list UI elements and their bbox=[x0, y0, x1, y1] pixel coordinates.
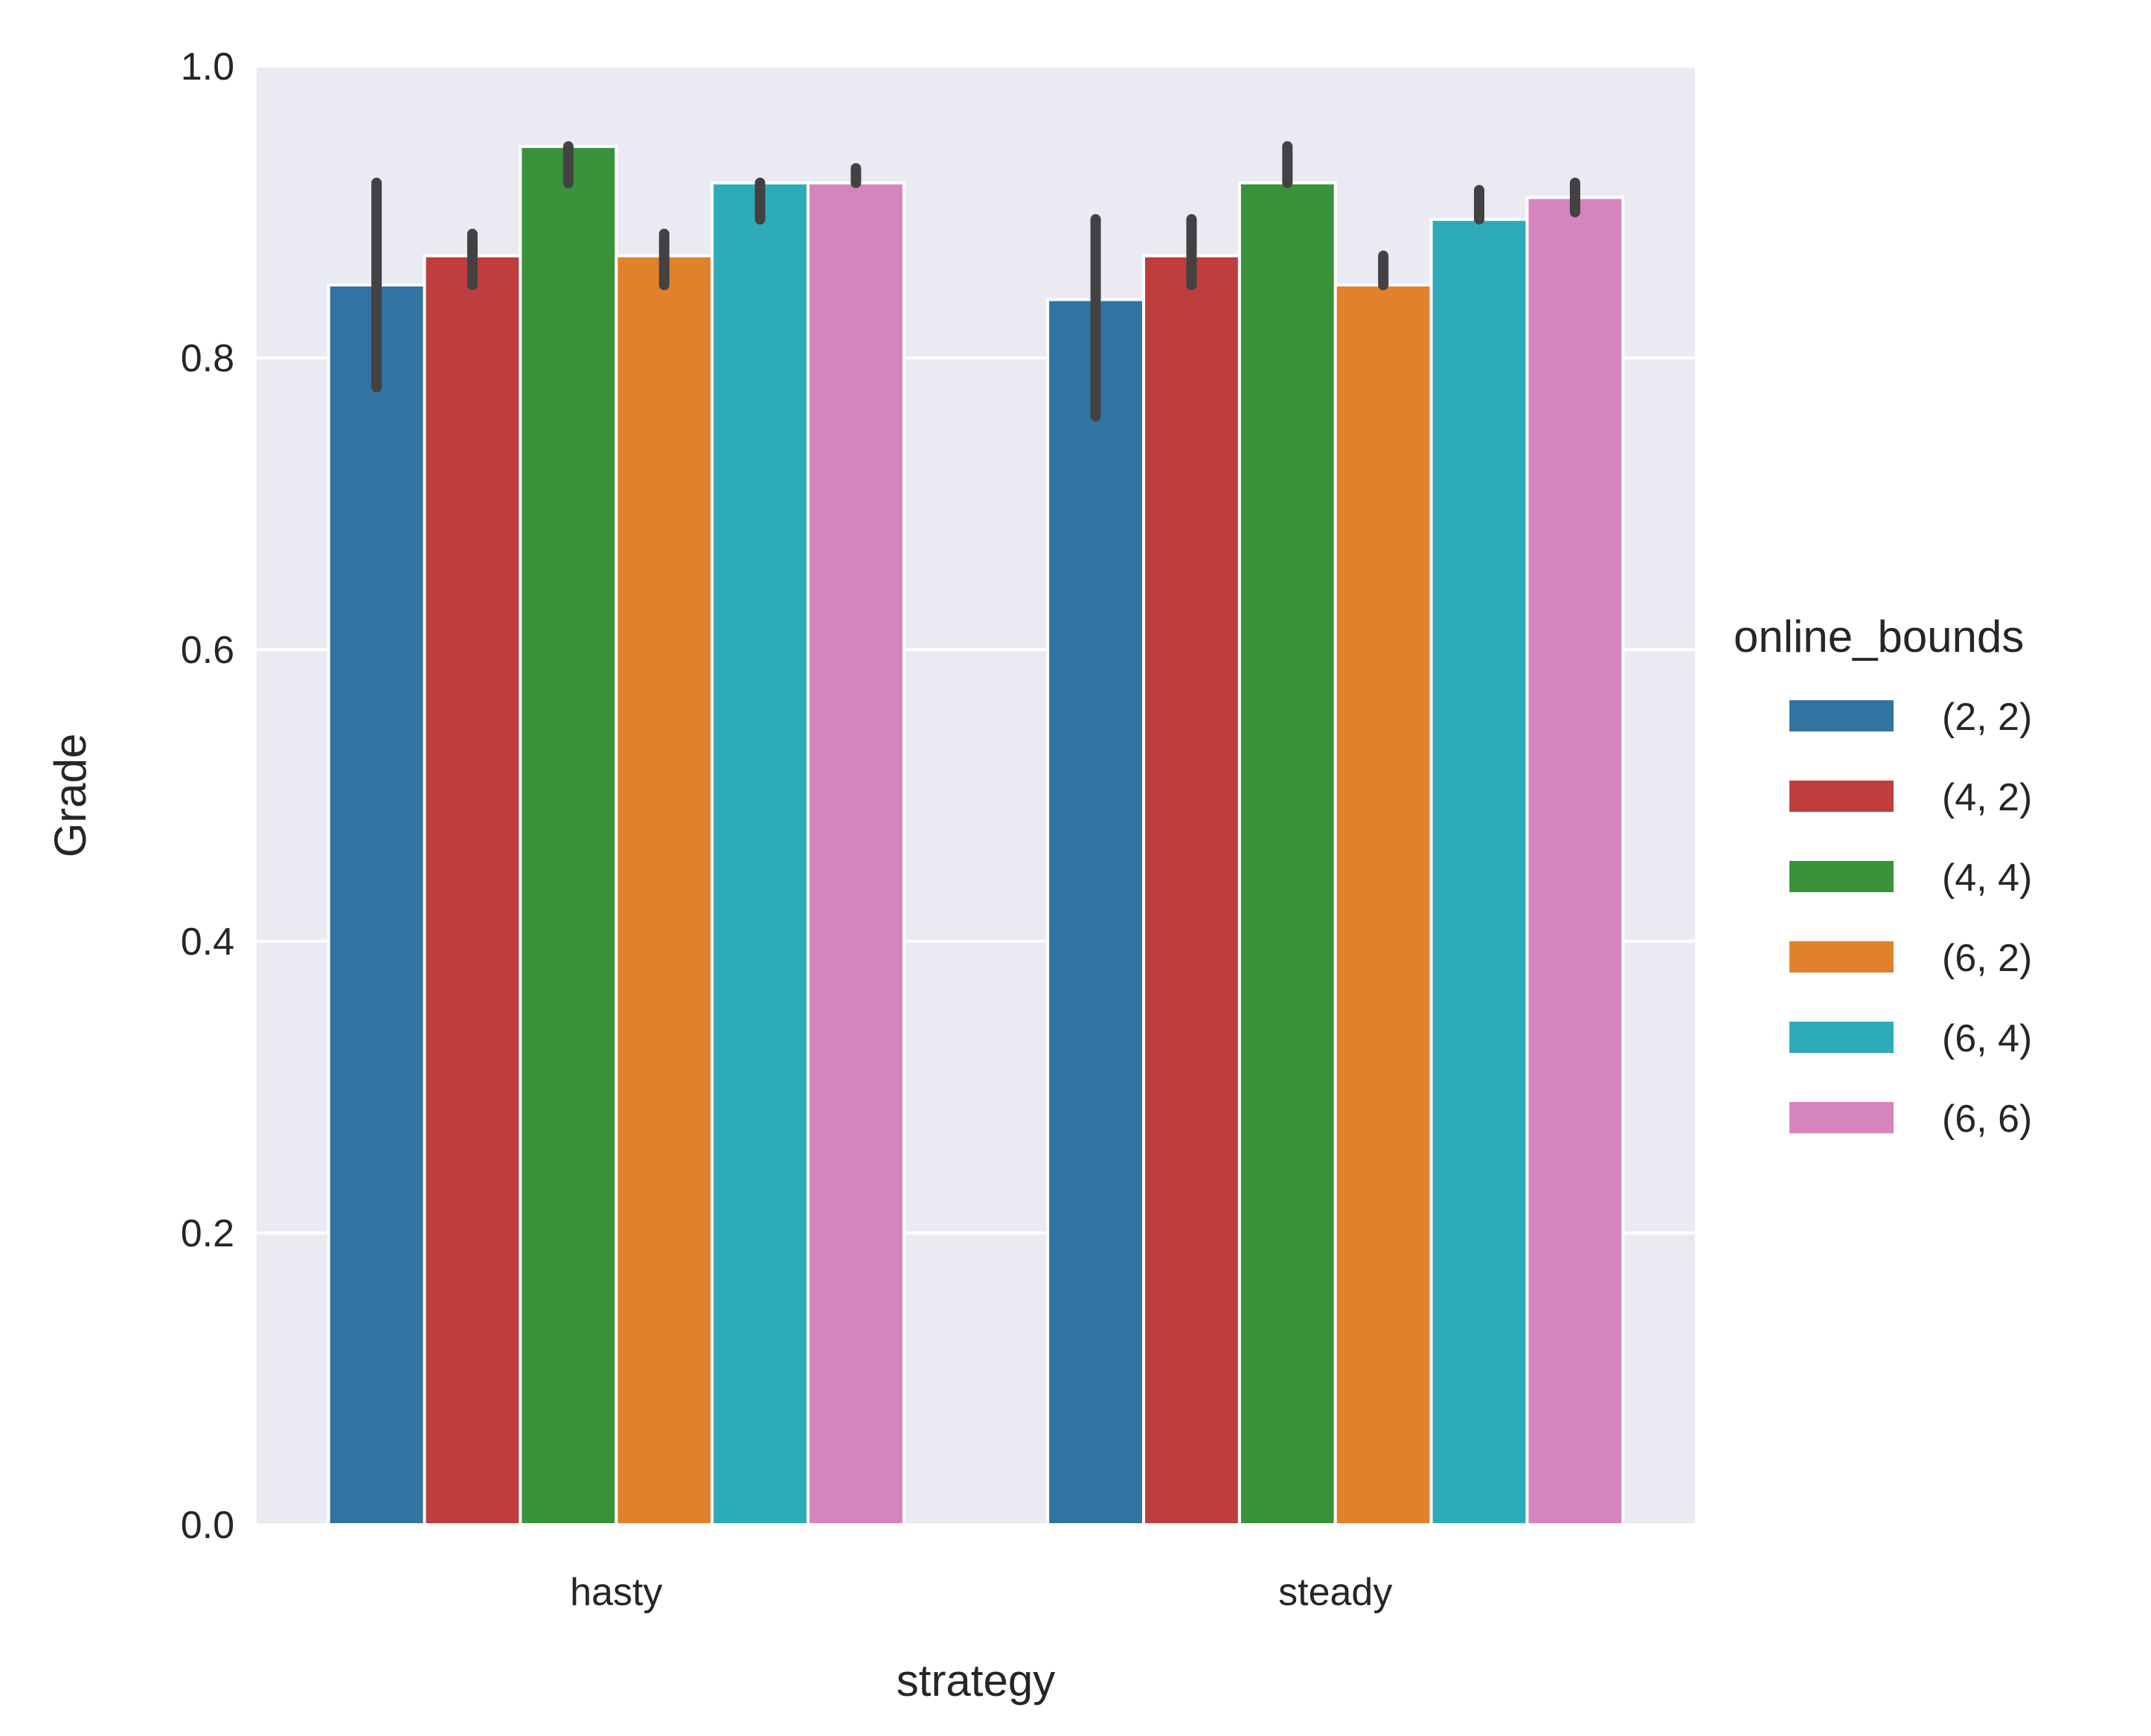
y-tick-label: 0.8 bbox=[181, 337, 234, 380]
legend-label: (6, 2) bbox=[1942, 937, 2032, 980]
x-tick-label: steady bbox=[1278, 1571, 1392, 1614]
legend-swatch bbox=[1789, 861, 1894, 892]
x-tick-label: hasty bbox=[570, 1571, 662, 1614]
legend-title: online_bounds bbox=[1734, 612, 2024, 662]
bar-steady-6 bbox=[1525, 196, 1625, 1526]
bar-steady-3 bbox=[1237, 181, 1337, 1526]
legend-swatch bbox=[1789, 1022, 1894, 1053]
legend-label: (6, 6) bbox=[1942, 1098, 2032, 1141]
x-axis-label: strategy bbox=[897, 1656, 1055, 1705]
y-tick-label: 0.6 bbox=[181, 629, 234, 672]
legend-label: (6, 4) bbox=[1942, 1017, 2032, 1060]
legend-label: (4, 2) bbox=[1942, 776, 2032, 819]
legend-label: (2, 2) bbox=[1942, 696, 2032, 739]
y-axis-label: Grade bbox=[45, 734, 95, 858]
legend-label: (4, 4) bbox=[1942, 856, 2032, 900]
y-tick-label: 0.0 bbox=[181, 1504, 234, 1547]
legend-swatch bbox=[1789, 781, 1894, 812]
y-tick-label: 0.2 bbox=[181, 1212, 234, 1255]
legend: online_bounds (2, 2) (4, 2) (4, 4) (6, 2) (6… bbox=[1734, 612, 2032, 1141]
bar-hasty-1 bbox=[327, 284, 426, 1526]
bar-hasty-5 bbox=[711, 181, 810, 1526]
bar-hasty-6 bbox=[806, 181, 905, 1526]
y-tick-label: 0.4 bbox=[181, 920, 234, 964]
bar-hasty-3 bbox=[519, 144, 618, 1526]
bar-hasty-4 bbox=[615, 254, 714, 1526]
bar-hasty-2 bbox=[423, 254, 522, 1526]
bars bbox=[327, 144, 1625, 1527]
x-tick-labels: hasty steady bbox=[570, 1571, 1392, 1614]
legend-swatch bbox=[1789, 700, 1894, 731]
legend-swatch bbox=[1789, 1102, 1894, 1133]
legend-swatch bbox=[1789, 941, 1894, 973]
error-bars bbox=[371, 141, 1580, 422]
bar-steady-2 bbox=[1142, 254, 1241, 1526]
bar-steady-4 bbox=[1333, 284, 1433, 1526]
bar-steady-5 bbox=[1429, 217, 1529, 1526]
y-tick-label: 1.0 bbox=[181, 45, 234, 89]
y-tick-labels: 0.0 0.2 0.4 0.6 0.8 1.0 bbox=[181, 45, 234, 1547]
bar-steady-1 bbox=[1046, 298, 1146, 1527]
